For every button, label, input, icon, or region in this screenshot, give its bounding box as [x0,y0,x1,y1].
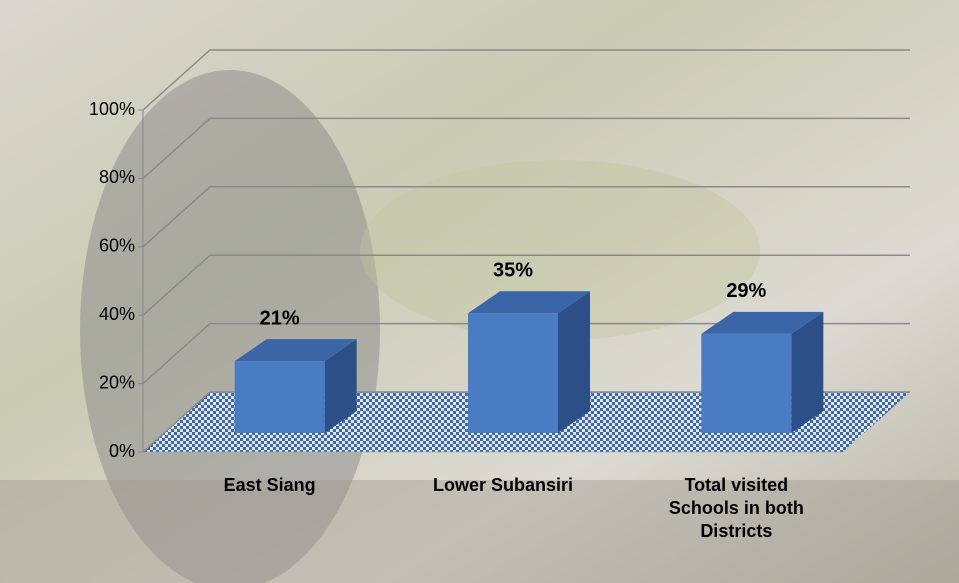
y-tick-label: 100% [89,99,135,119]
grid-line [142,254,910,316]
x-tick-label: Lower Subansiri [432,475,574,495]
bar-top [701,311,824,334]
y-tick-label: 80% [99,167,135,187]
bar-side [558,291,590,433]
background-figure [80,70,380,583]
y-tick-label: 60% [99,236,135,256]
bar [701,333,792,433]
y-tick-label: 20% [99,372,135,392]
bar-side [791,311,824,433]
bar-side [324,339,357,433]
bar [234,361,325,433]
value-label: 35% [493,260,533,282]
x-tick-label: Total visited Schools in both Districts [668,475,804,541]
bar-top [234,339,357,362]
x-tick-label: East Siang [223,475,316,495]
grid-line [142,322,910,385]
grid-line [142,391,910,453]
grid-line [142,117,910,179]
value-label: 21% [260,307,300,329]
background-shape [360,160,760,340]
bar-top [468,291,590,314]
bar [468,313,558,433]
y-tick-label: 0% [109,441,135,461]
grid-line [142,186,910,248]
grid-line [142,49,910,111]
y-tick-label: 40% [99,304,135,324]
value-label: 29% [726,280,766,302]
background-ground [0,480,959,583]
